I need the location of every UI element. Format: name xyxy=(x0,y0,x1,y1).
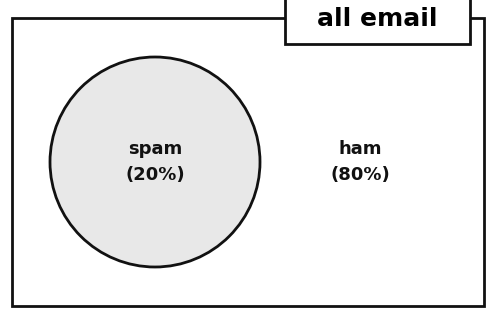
Bar xyxy=(12,18,484,306)
Text: ham
(80%): ham (80%) xyxy=(330,141,390,183)
Text: all email: all email xyxy=(317,7,437,31)
Bar xyxy=(285,0,470,44)
Text: spam
(20%): spam (20%) xyxy=(125,141,185,183)
Circle shape xyxy=(50,57,260,267)
